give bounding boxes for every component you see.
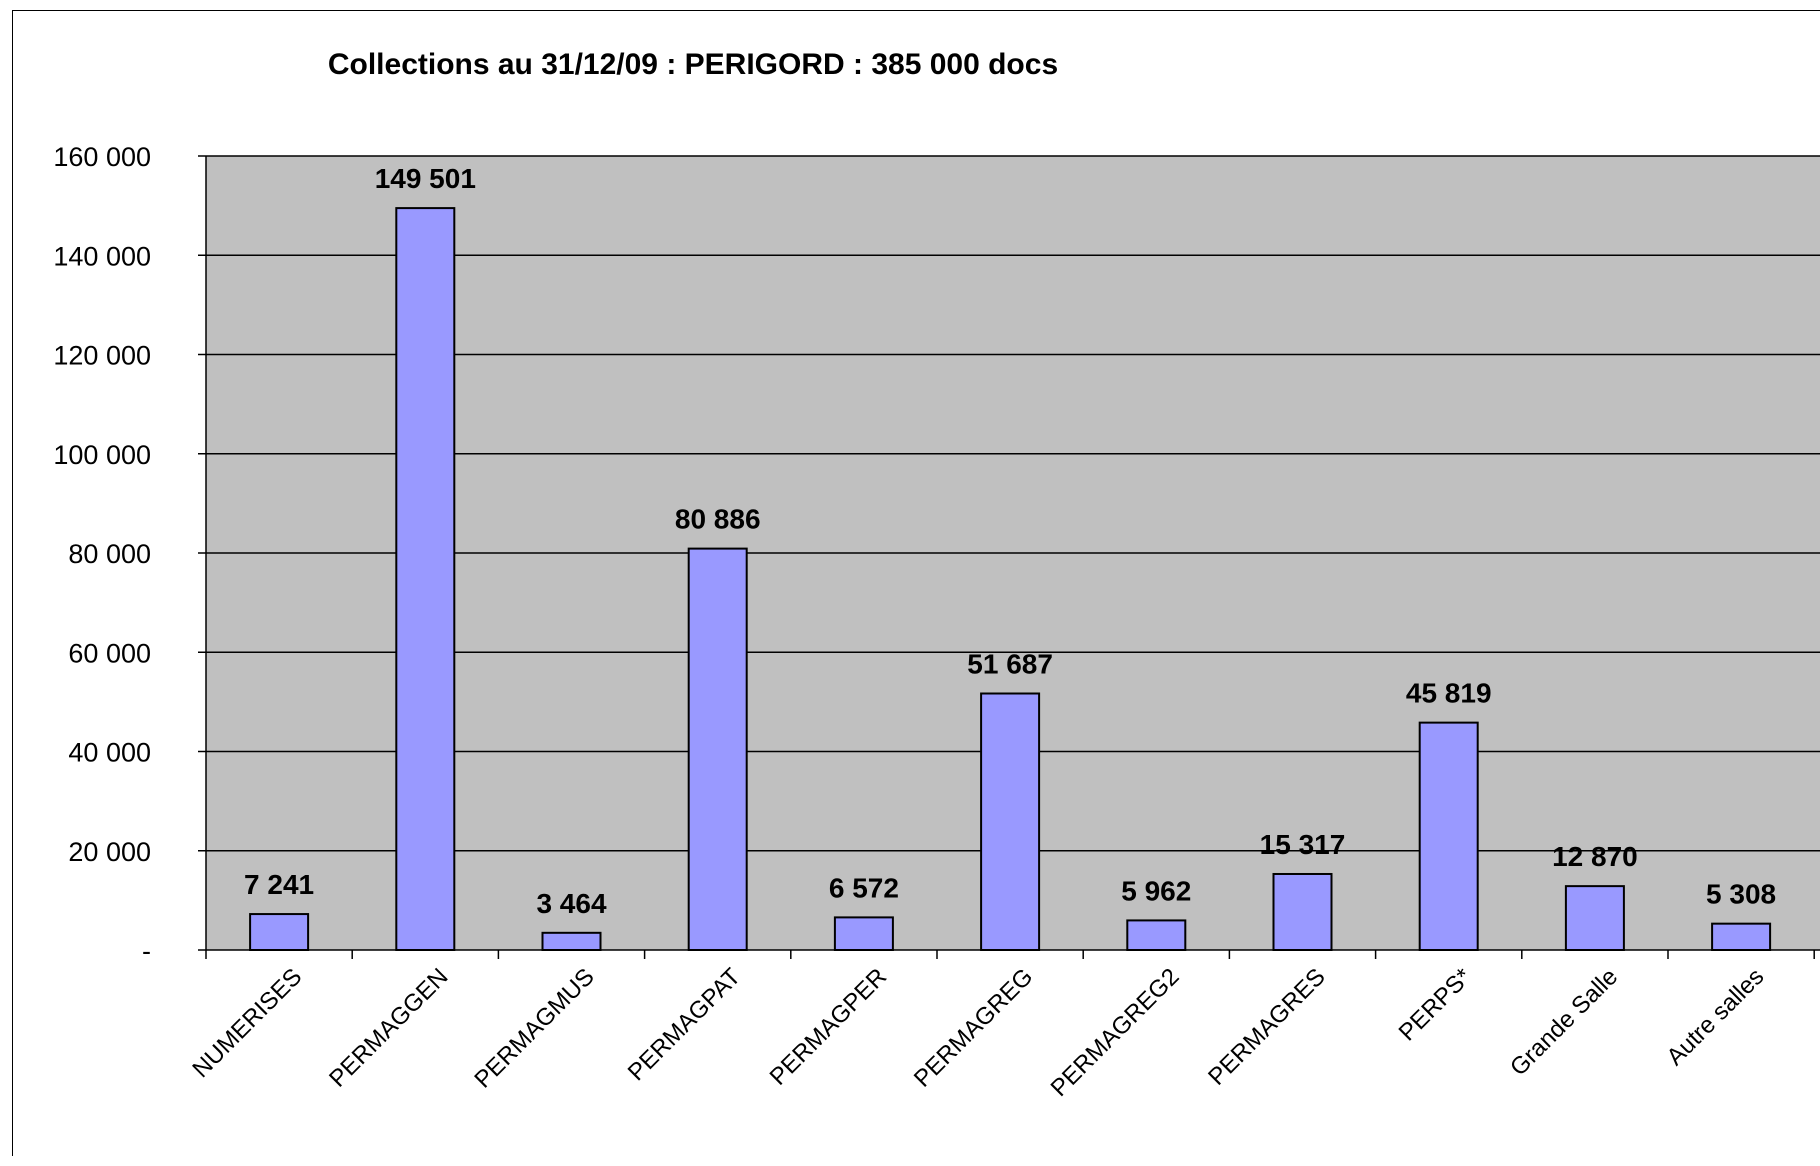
x-tick-label: NUMERISES	[187, 963, 307, 1083]
data-label: 5 962	[1121, 875, 1191, 906]
x-tick-label: Grande Salle	[1505, 963, 1623, 1081]
y-tick-label: -	[142, 936, 151, 966]
x-tick-label: PERMAGRES	[1203, 963, 1331, 1091]
chart-frame	[12, 10, 1820, 1156]
y-tick-label: 160 000	[53, 142, 151, 172]
y-tick-label: 120 000	[53, 341, 151, 371]
bar	[1418, 721, 1479, 952]
x-tick-label: PERMAGREG	[909, 963, 1038, 1092]
chart-title: Collections au 31/12/09 : PERIGORD : 385…	[327, 48, 1059, 81]
bar	[1272, 872, 1333, 951]
data-label: 7 241	[244, 869, 314, 900]
data-label: 5 308	[1706, 879, 1776, 910]
bar	[541, 931, 602, 951]
x-tick-label: PERMAGPER	[765, 963, 893, 1091]
bar	[249, 913, 310, 951]
y-tick-label: 80 000	[68, 539, 151, 569]
bar	[833, 916, 894, 952]
y-tick-label: 40 000	[68, 738, 151, 768]
bar	[1711, 922, 1772, 952]
data-label: 15 317	[1260, 829, 1346, 860]
data-label: 12 870	[1552, 841, 1638, 872]
y-tick-label: 140 000	[53, 241, 151, 271]
y-tick-label: 100 000	[53, 440, 151, 470]
x-tick-label: PERMAGPAT	[623, 963, 746, 1086]
data-label: 149 501	[375, 163, 476, 194]
x-tick-label: Autre salles	[1662, 963, 1770, 1071]
x-tick-label: PERMAGMUS	[469, 963, 599, 1093]
bar	[687, 547, 748, 951]
y-tick-label: 60 000	[68, 638, 151, 668]
bar	[395, 207, 456, 952]
data-label: 80 886	[675, 504, 761, 535]
data-label: 6 572	[829, 872, 899, 903]
data-label: 51 687	[967, 649, 1053, 680]
x-tick-label: PERMAGGEN	[324, 963, 453, 1092]
y-tick-label: 20 000	[68, 837, 151, 867]
data-label: 3 464	[536, 888, 606, 919]
bar	[1564, 885, 1625, 952]
x-tick-label: PERPS*	[1394, 963, 1477, 1046]
data-label: 45 819	[1406, 678, 1492, 709]
x-tick-label: PERMAGREG2	[1046, 963, 1185, 1102]
bar	[1126, 919, 1187, 951]
bar	[980, 692, 1041, 951]
